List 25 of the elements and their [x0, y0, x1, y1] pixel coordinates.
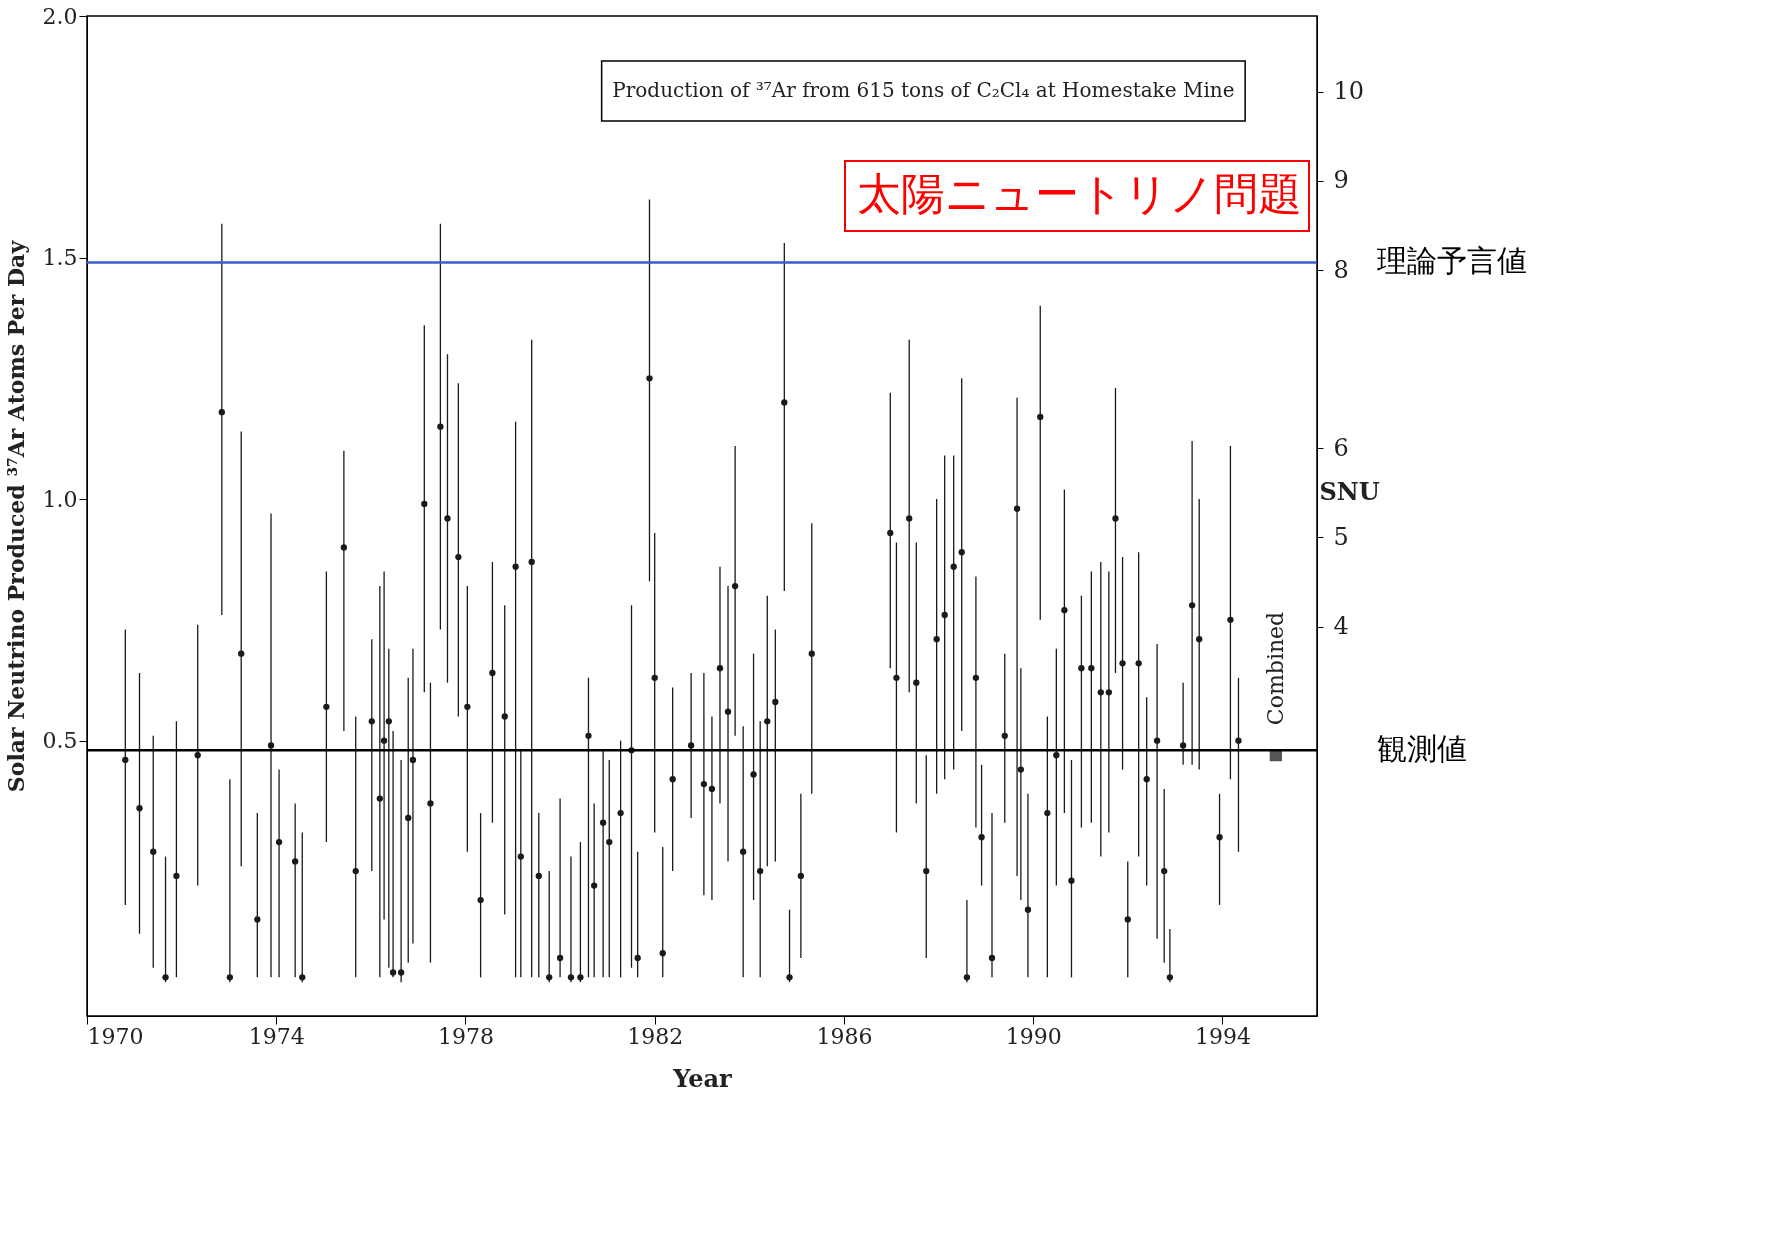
ref-line-label: 理論予言値 [1377, 243, 1527, 279]
y-tick-label: 2.0 [42, 3, 78, 29]
x-axis-title: Year [672, 1063, 733, 1093]
y2-tick-label: 10 [1333, 77, 1365, 106]
x-tick-label: 1986 [816, 1023, 873, 1049]
x-tick-label: 1982 [627, 1023, 684, 1049]
ref-line-label: 観測値 [1377, 731, 1467, 767]
y2-tick-label: 9 [1333, 166, 1349, 195]
y2-tick-label: 6 [1333, 433, 1349, 462]
y2-tick-label: 8 [1333, 255, 1349, 284]
y2-tick-label: 5 [1333, 522, 1349, 551]
annotation: 太陽ニュートリノ問題 [857, 168, 1302, 219]
x-tick-label: 1974 [248, 1023, 305, 1049]
x-tick-label: 1994 [1194, 1023, 1251, 1049]
y-axis-title: Solar Neutrino Produced ³⁷Ar Atoms Per Day [2, 239, 29, 793]
x-tick-label: 1990 [1005, 1023, 1062, 1049]
x-tick-label: 1978 [437, 1023, 494, 1049]
text: Production of ³⁷Ar from 615 tons of C₂Cl₄ at Homestake Mine [612, 78, 1235, 102]
x-tick-label: 1970 [87, 1023, 144, 1049]
y2-tick-label: 4 [1333, 612, 1349, 641]
annotation: Combined [1262, 611, 1288, 726]
y2-axis-title: SNU [1319, 477, 1380, 507]
y-tick-label: 0.5 [42, 728, 78, 754]
y-tick-label: 1.5 [42, 245, 78, 271]
y-tick-label: 1.0 [42, 486, 78, 512]
